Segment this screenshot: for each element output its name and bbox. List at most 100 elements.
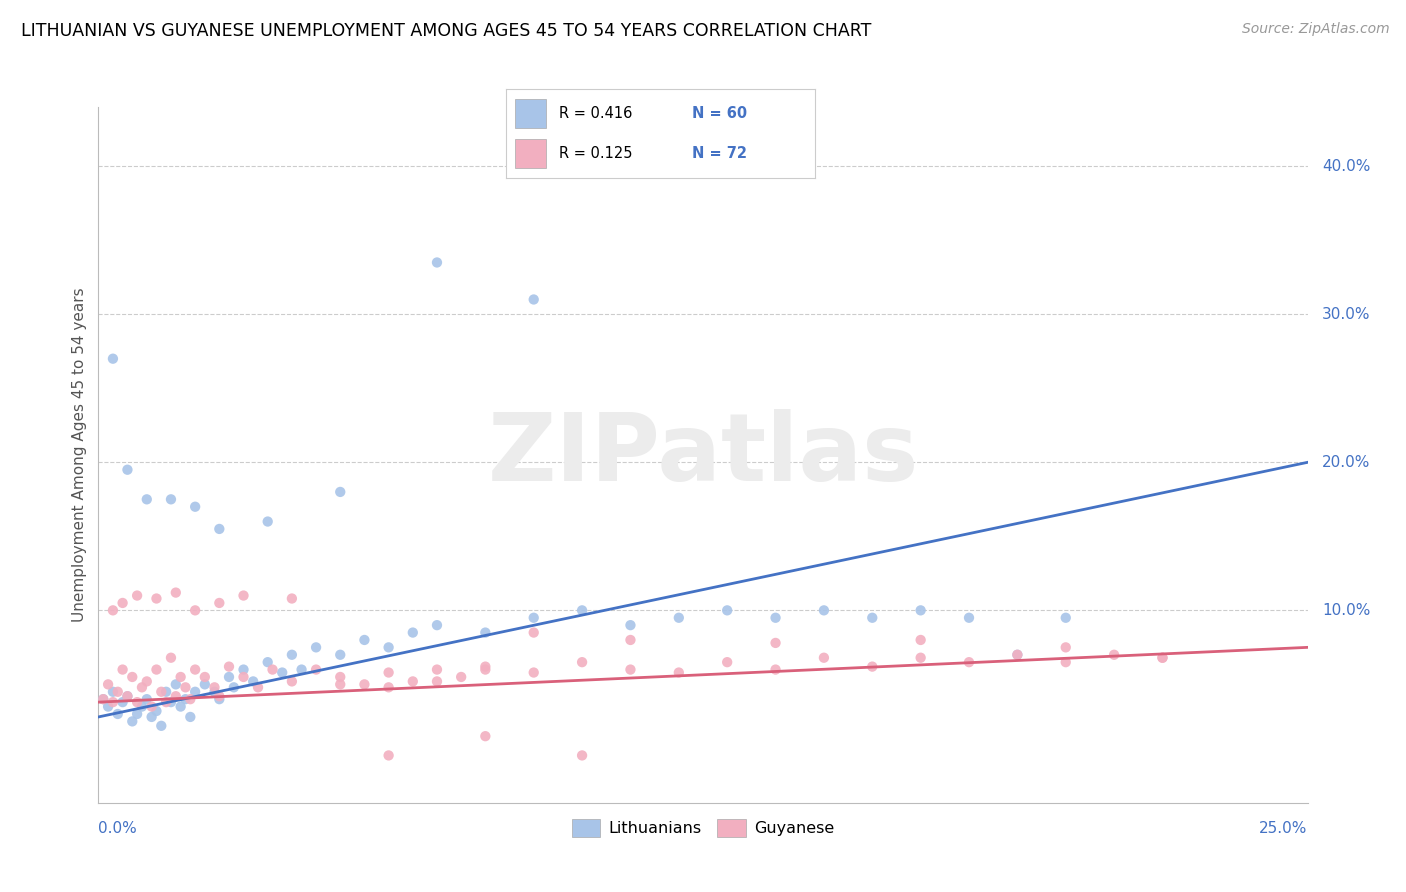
Point bbox=[160, 695, 183, 709]
Point bbox=[765, 611, 787, 625]
Point bbox=[232, 663, 254, 677]
Text: 30.0%: 30.0% bbox=[1322, 307, 1371, 322]
Point bbox=[184, 500, 207, 514]
Point bbox=[150, 685, 173, 699]
Point bbox=[262, 663, 284, 677]
Point bbox=[107, 706, 129, 721]
Point bbox=[910, 603, 932, 617]
Text: ZIPatlas: ZIPatlas bbox=[488, 409, 918, 501]
Point bbox=[160, 492, 183, 507]
Point bbox=[155, 685, 177, 699]
Point bbox=[305, 663, 328, 677]
Point bbox=[101, 603, 124, 617]
Point bbox=[474, 729, 496, 743]
Text: R = 0.416: R = 0.416 bbox=[558, 106, 633, 120]
Point bbox=[619, 663, 641, 677]
Point bbox=[184, 663, 207, 677]
Point bbox=[377, 665, 399, 680]
Point bbox=[281, 648, 304, 662]
Point bbox=[150, 719, 173, 733]
Point bbox=[305, 640, 328, 655]
Point bbox=[281, 591, 304, 606]
Point bbox=[165, 585, 187, 599]
Point bbox=[329, 670, 352, 684]
Point bbox=[208, 692, 231, 706]
Point bbox=[101, 351, 124, 366]
Point bbox=[131, 681, 153, 695]
Point bbox=[174, 692, 197, 706]
Point bbox=[101, 695, 124, 709]
Point bbox=[131, 699, 153, 714]
Point bbox=[169, 699, 191, 714]
Point bbox=[97, 699, 120, 714]
Text: 10.0%: 10.0% bbox=[1322, 603, 1371, 618]
Point bbox=[208, 690, 231, 704]
Point bbox=[353, 677, 375, 691]
Point bbox=[127, 695, 149, 709]
Point bbox=[402, 625, 425, 640]
Point bbox=[232, 589, 254, 603]
Point bbox=[910, 632, 932, 647]
Point bbox=[117, 690, 139, 704]
Point bbox=[619, 632, 641, 647]
Legend: Lithuanians, Guyanese: Lithuanians, Guyanese bbox=[565, 813, 841, 844]
Point bbox=[91, 692, 114, 706]
Text: Source: ZipAtlas.com: Source: ZipAtlas.com bbox=[1241, 22, 1389, 37]
Point bbox=[204, 681, 226, 695]
Point bbox=[91, 692, 114, 706]
Point bbox=[111, 695, 134, 709]
Point bbox=[145, 663, 167, 677]
Point bbox=[127, 589, 149, 603]
Point bbox=[232, 670, 254, 684]
Point bbox=[1102, 648, 1125, 662]
Point bbox=[97, 677, 120, 691]
Point bbox=[474, 659, 496, 673]
Point bbox=[247, 681, 270, 695]
Point bbox=[165, 677, 187, 691]
Point bbox=[145, 704, 167, 718]
Text: 40.0%: 40.0% bbox=[1322, 159, 1371, 174]
Point bbox=[571, 603, 593, 617]
Point bbox=[426, 674, 449, 689]
Point bbox=[474, 625, 496, 640]
Point bbox=[523, 665, 546, 680]
Point bbox=[329, 648, 352, 662]
Point bbox=[222, 681, 245, 695]
Point bbox=[716, 655, 738, 669]
Point bbox=[765, 663, 787, 677]
Point bbox=[860, 611, 883, 625]
Point bbox=[957, 611, 980, 625]
Point bbox=[426, 618, 449, 632]
Point bbox=[218, 670, 240, 684]
Point bbox=[145, 591, 167, 606]
Point bbox=[813, 650, 835, 665]
Point bbox=[111, 663, 134, 677]
Point bbox=[353, 632, 375, 647]
Point bbox=[208, 596, 231, 610]
Point bbox=[523, 611, 546, 625]
Point bbox=[450, 670, 472, 684]
Point bbox=[242, 674, 264, 689]
Point bbox=[256, 655, 278, 669]
Point bbox=[426, 255, 449, 269]
Point bbox=[135, 692, 157, 706]
Point bbox=[174, 681, 197, 695]
Point bbox=[141, 699, 163, 714]
Point bbox=[474, 663, 496, 677]
Y-axis label: Unemployment Among Ages 45 to 54 years: Unemployment Among Ages 45 to 54 years bbox=[72, 287, 87, 623]
Point bbox=[121, 714, 143, 729]
Point bbox=[107, 685, 129, 699]
Point bbox=[329, 677, 352, 691]
Point bbox=[101, 685, 124, 699]
Point bbox=[271, 665, 294, 680]
Point bbox=[1054, 611, 1077, 625]
Text: 20.0%: 20.0% bbox=[1322, 455, 1371, 470]
Point bbox=[377, 640, 399, 655]
Point bbox=[910, 650, 932, 665]
Point bbox=[813, 603, 835, 617]
Point bbox=[208, 522, 231, 536]
Point bbox=[1152, 650, 1174, 665]
Point bbox=[1152, 650, 1174, 665]
Point bbox=[716, 603, 738, 617]
Point bbox=[281, 674, 304, 689]
